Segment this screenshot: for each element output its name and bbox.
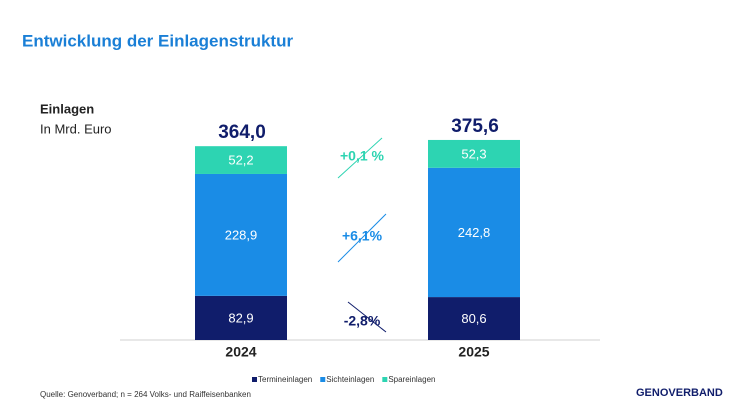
arrow <box>337 137 383 179</box>
data-label: 228,9 <box>225 227 258 242</box>
x-tick-label: 2025 <box>458 344 489 360</box>
source: Quelle: Genoverband; n = 264 Volks- und … <box>40 390 251 399</box>
total-label: 375,6 <box>451 116 499 137</box>
bar-segment <box>428 167 520 298</box>
bar-segment <box>428 139 520 168</box>
data-label: 242,8 <box>458 225 491 240</box>
legend-label: Sichteinlagen <box>326 375 374 384</box>
legend-swatch <box>382 377 388 382</box>
annotation: -2,8% <box>344 313 381 329</box>
data-label: 82,9 <box>228 310 253 325</box>
chart-title: Entwicklung der Einlagenstruktur <box>22 31 293 50</box>
legend-swatch <box>252 377 257 382</box>
legend-label: Termineinlagen <box>258 375 312 384</box>
legend-label: Spareinlagen <box>388 375 435 384</box>
annotation: +0,1 % <box>340 148 385 164</box>
subtitle: Einlagen <box>40 101 94 116</box>
total-label: 364,0 <box>218 122 266 143</box>
bar-segment <box>195 295 287 340</box>
annotation: +6,1% <box>342 228 383 244</box>
legend-swatch <box>320 377 326 382</box>
logo: GENOVERBAND <box>636 387 723 399</box>
bar-segment <box>428 297 520 340</box>
arrows <box>337 137 387 333</box>
bar-segment <box>195 173 287 296</box>
arrow <box>337 213 387 263</box>
data-label: 80,6 <box>461 311 486 326</box>
data-label: 52,2 <box>228 153 253 168</box>
unit-label: In Mrd. Euro <box>40 121 112 136</box>
x-tick-label: 2024 <box>225 344 256 360</box>
data-label: 52,3 <box>461 146 486 161</box>
arrow <box>347 301 387 333</box>
bar-segment <box>195 146 287 174</box>
